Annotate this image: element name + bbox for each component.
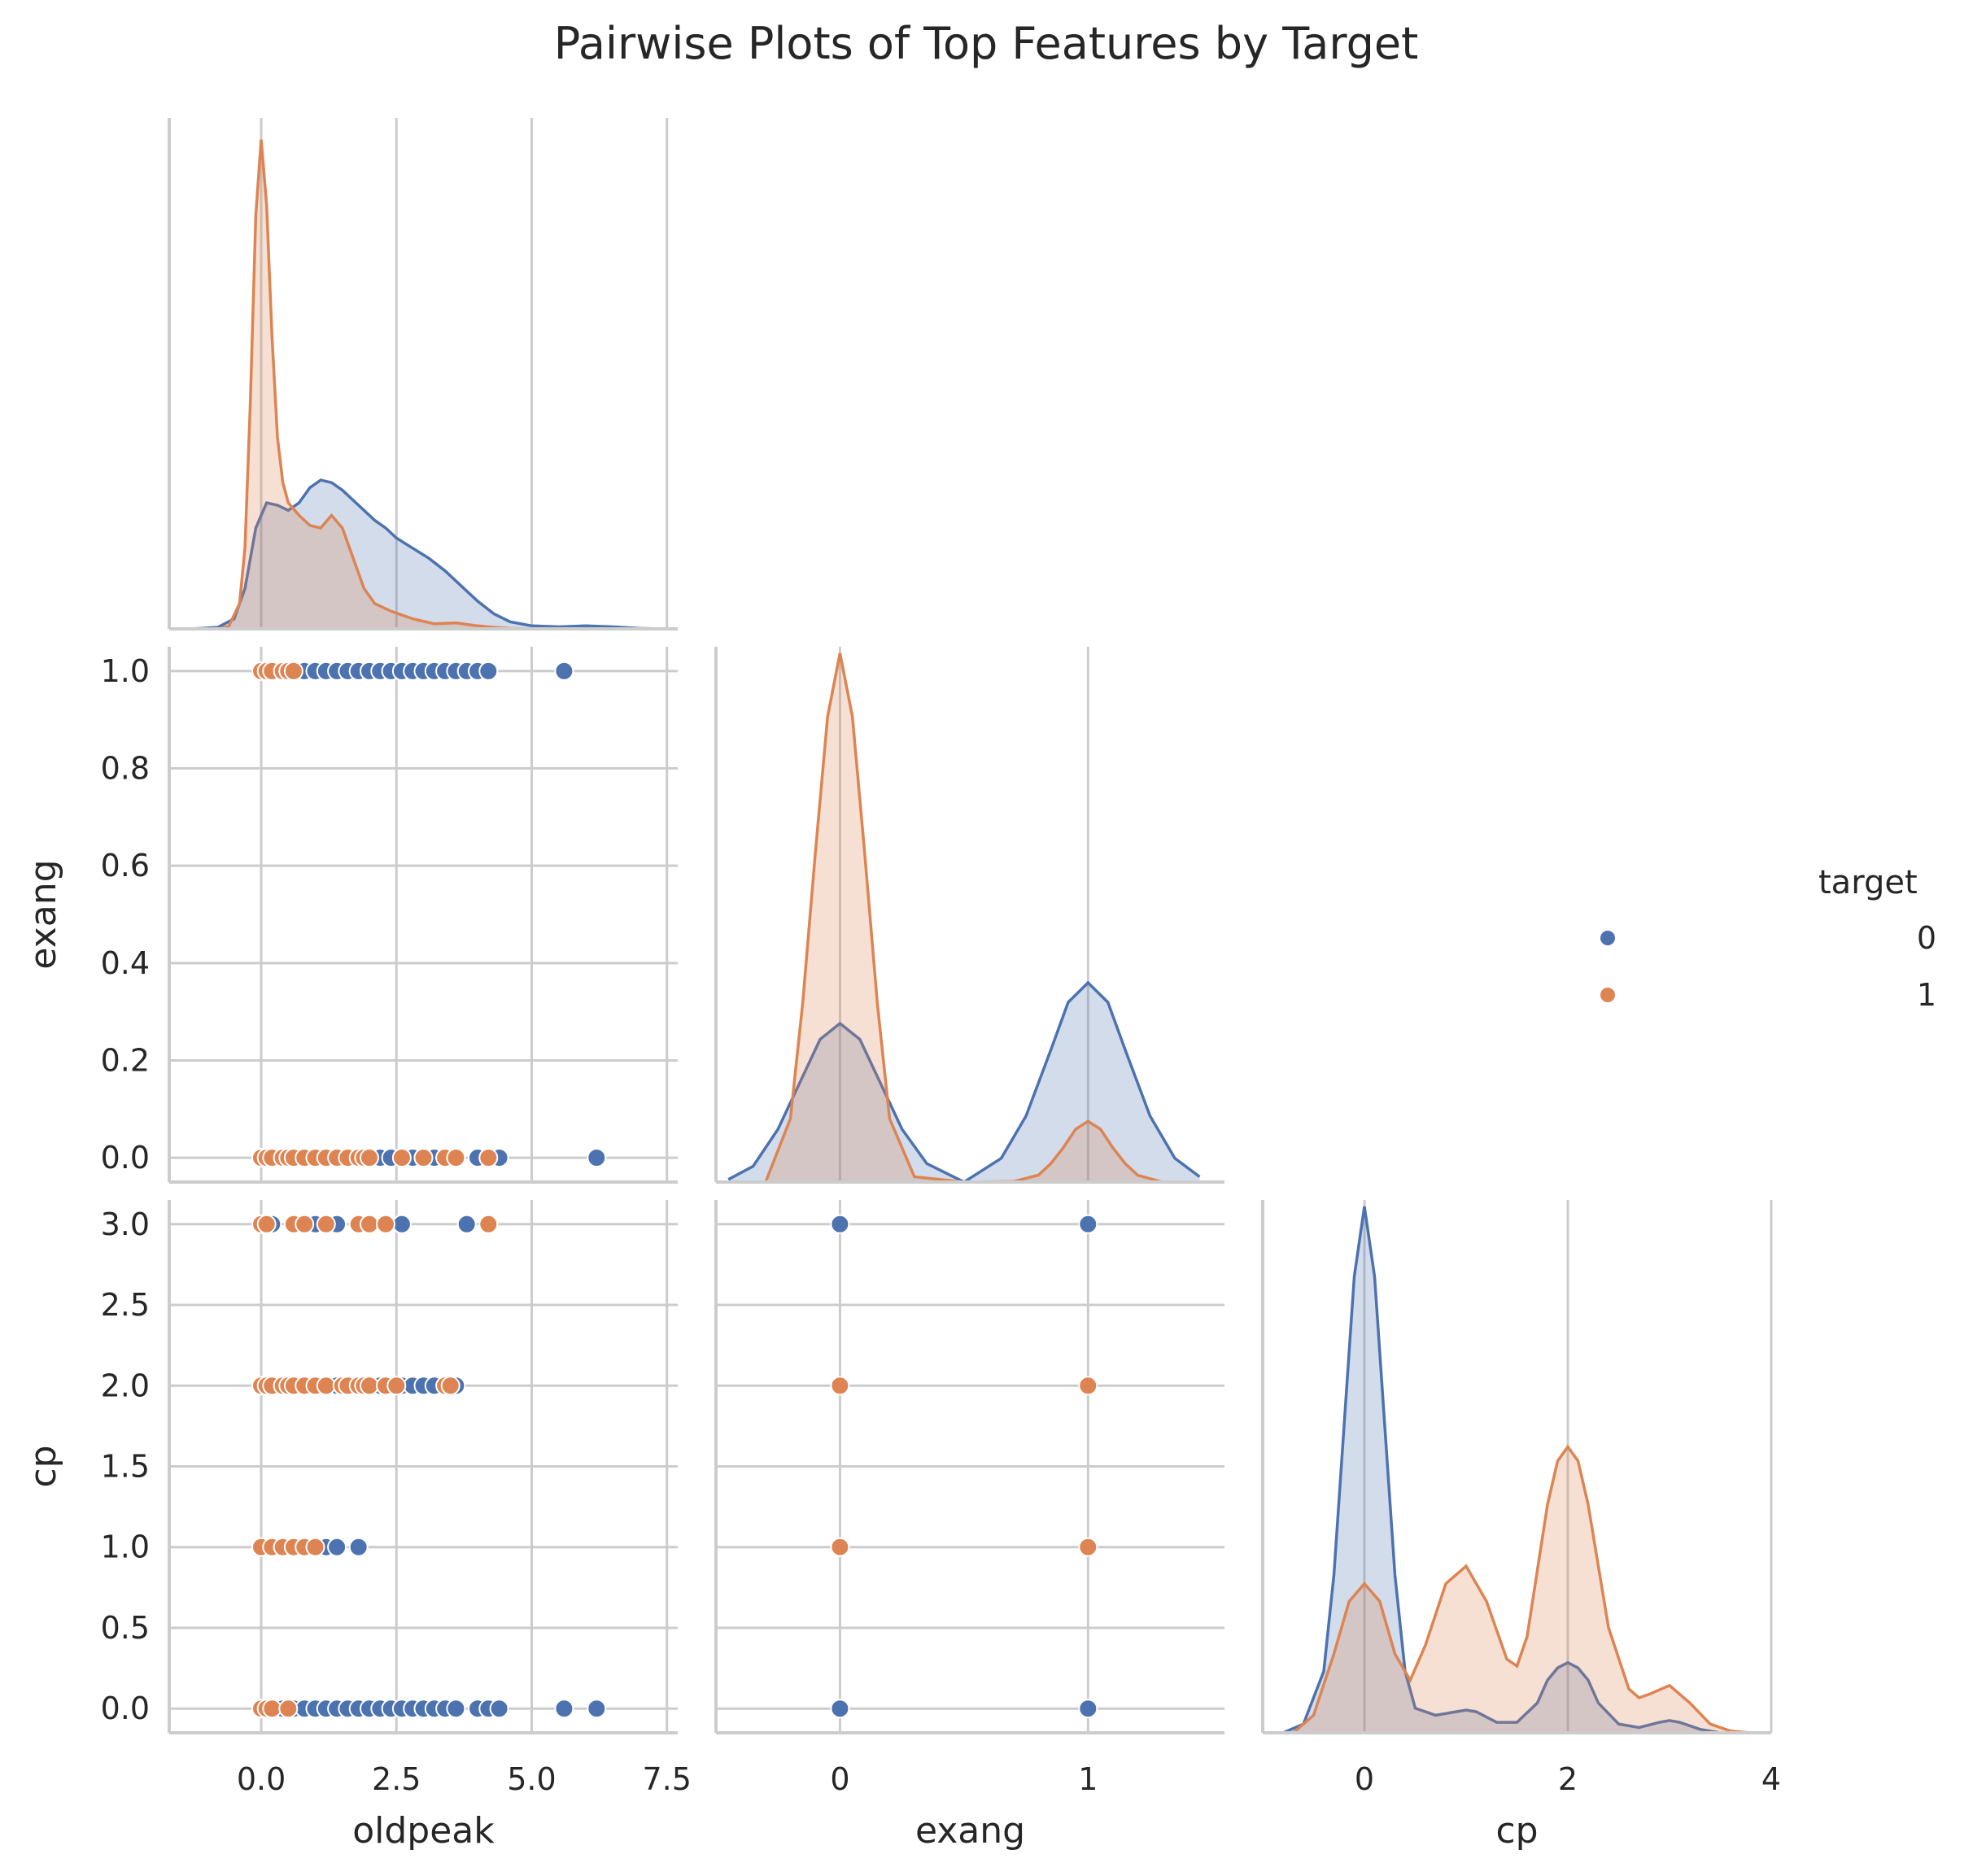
scatter-point-oldpeak_vs_exang-target-1 [283, 661, 303, 681]
kde-fill-oldpeak-target-0 [190, 480, 662, 629]
y-tick-label-cp: 1.0 [101, 1529, 150, 1565]
scatter-point-oldpeak_vs_cp-target-1 [386, 1376, 407, 1396]
scatter-point-exang_vs_cp-target-0 [1078, 1214, 1098, 1234]
kde-line-cp-target-1 [1292, 1444, 1752, 1734]
x-axis-label-oldpeak: oldpeak [352, 1810, 495, 1852]
scatter-point-oldpeak_vs_cp-target-1 [478, 1214, 499, 1234]
x-tick-label-oldpeak: 7.5 [642, 1761, 691, 1797]
chart-title: Pairwise Plots of Top Features by Target [554, 18, 1419, 69]
legend-marker-1 [1600, 988, 1615, 1002]
x-tick-label-cp: 4 [1761, 1761, 1781, 1797]
scatter-point-exang_vs_cp-target-1 [1078, 1376, 1098, 1396]
scatter-point-oldpeak_vs_exang-target-0 [478, 661, 499, 681]
scatter-point-oldpeak_vs_cp-target-1 [360, 1376, 379, 1396]
scatter-point-oldpeak_vs_cp-target-1 [360, 1214, 379, 1234]
kde-fill-cp-target-1 [1293, 1446, 1751, 1733]
scatter-point-oldpeak_vs_exang-target-0 [587, 1148, 607, 1168]
scatter-point-oldpeak_vs_exang-target-1 [478, 1148, 499, 1168]
scatter-point-oldpeak_vs_cp-target-0 [587, 1699, 607, 1719]
scatter-point-oldpeak_vs_cp-target-0 [391, 1214, 412, 1234]
y-axis-label-cp: cp [23, 1445, 64, 1487]
scatter-point-exang_vs_cp-target-1 [1078, 1537, 1098, 1557]
x-tick-label-cp: 2 [1558, 1761, 1578, 1797]
legend-label-0: 0 [1917, 920, 1936, 956]
scatter-point-oldpeak_vs_exang-target-0 [554, 661, 574, 681]
scatter-point-oldpeak_vs_cp-target-1 [316, 1214, 336, 1234]
legend-title: target [1818, 864, 1918, 901]
scatter-point-oldpeak_vs_exang-target-1 [446, 1148, 466, 1168]
x-tick-label-exang: 1 [1078, 1761, 1098, 1797]
legend-label-1: 1 [1917, 977, 1936, 1013]
scatter-point-oldpeak_vs_cp-target-1 [376, 1214, 395, 1234]
y-tick-label-exang: 0.8 [101, 751, 150, 787]
kde-fill-oldpeak-target-1 [217, 139, 532, 630]
y-tick-label-cp: 1.5 [101, 1449, 150, 1485]
scatter-point-oldpeak_vs_exang-target-1 [413, 1148, 434, 1168]
kde-line-cp-target-0 [1282, 1206, 1721, 1734]
y-tick-label-exang: 0.6 [101, 848, 150, 883]
scatter-point-exang_vs_cp-target-1 [830, 1376, 850, 1396]
scatter-point-oldpeak_vs_cp-target-1 [295, 1214, 315, 1234]
y-tick-label-cp: 2.0 [101, 1368, 150, 1403]
y-tick-label-cp: 0.5 [101, 1610, 150, 1646]
kde-fill-exang-target-0 [728, 983, 1200, 1182]
scatter-point-oldpeak_vs_cp-target-0 [554, 1699, 574, 1719]
kde-line-oldpeak-target-0 [190, 478, 662, 630]
kde-line-oldpeak-target-1 [217, 139, 532, 630]
scatter-point-oldpeak_vs_exang-target-1 [360, 1148, 379, 1168]
y-tick-label-cp: 2.5 [101, 1287, 150, 1323]
x-tick-label-exang: 0 [830, 1761, 849, 1797]
kde-fill-exang-target-1 [766, 653, 1163, 1182]
scatter-point-exang_vs_cp-target-1 [830, 1537, 850, 1557]
x-tick-label-oldpeak: 5.0 [507, 1761, 556, 1797]
scatter-point-oldpeak_vs_cp-target-0 [327, 1537, 347, 1557]
legend-marker-0 [1600, 931, 1615, 945]
y-tick-label-exang: 0.4 [101, 945, 150, 981]
y-tick-label-exang: 1.0 [101, 653, 150, 689]
legend: target 0 1 [1600, 864, 1936, 1013]
kde-fill-cp-target-0 [1283, 1206, 1721, 1733]
y-tick-label-cp: 3.0 [101, 1206, 150, 1242]
x-tick-label-oldpeak: 2.5 [372, 1761, 421, 1797]
scatter-point-oldpeak_vs_cp-target-1 [316, 1376, 336, 1396]
scatter-point-oldpeak_vs_cp-target-1 [440, 1376, 461, 1396]
scatter-point-oldpeak_vs_cp-target-0 [348, 1537, 369, 1557]
scatter-point-exang_vs_cp-target-0 [830, 1214, 850, 1234]
y-tick-label-exang: 0.2 [101, 1042, 150, 1078]
scatter-point-oldpeak_vs_cp-target-0 [456, 1214, 477, 1234]
y-tick-label-cp: 0.0 [101, 1691, 150, 1726]
x-tick-label-oldpeak: 0.0 [237, 1761, 286, 1797]
scatter-point-exang_vs_cp-target-0 [830, 1699, 850, 1719]
scatter-point-exang_vs_cp-target-0 [1078, 1699, 1098, 1719]
y-tick-label-exang: 0.0 [101, 1140, 150, 1176]
y-axis-label-exang: exang [23, 859, 64, 969]
scatter-point-oldpeak_vs_cp-target-1 [256, 1214, 277, 1234]
scatter-point-oldpeak_vs_cp-target-1 [278, 1699, 299, 1719]
scatter-point-oldpeak_vs_cp-target-0 [446, 1699, 466, 1719]
scatter-point-oldpeak_vs_exang-target-1 [391, 1148, 412, 1168]
scatter-point-oldpeak_vs_cp-target-1 [305, 1537, 325, 1557]
x-tick-label-cp: 0 [1355, 1761, 1374, 1797]
x-axis-label-cp: cp [1495, 1810, 1538, 1852]
scatter-point-oldpeak_vs_cp-target-1 [262, 1699, 282, 1719]
scatter-point-oldpeak_vs_cp-target-0 [489, 1699, 509, 1719]
x-axis-label-exang: exang [915, 1810, 1025, 1852]
